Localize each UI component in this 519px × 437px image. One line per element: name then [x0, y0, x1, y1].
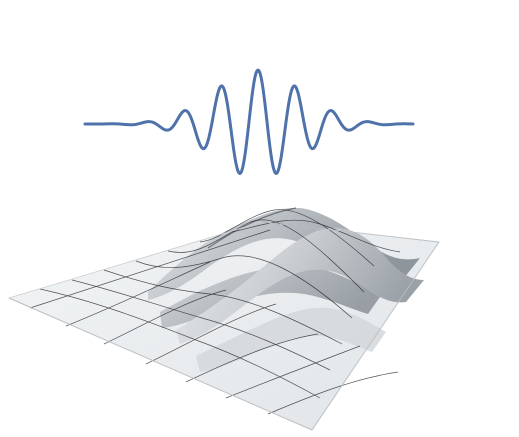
surface-ridge-minor [196, 307, 386, 372]
surface-ridge-front [176, 227, 424, 344]
wave-packet-curve [83, 68, 415, 175]
surface-trough [160, 265, 382, 328]
surface-floor-edge [7, 221, 440, 431]
wave-packet-surface [7, 207, 440, 431]
